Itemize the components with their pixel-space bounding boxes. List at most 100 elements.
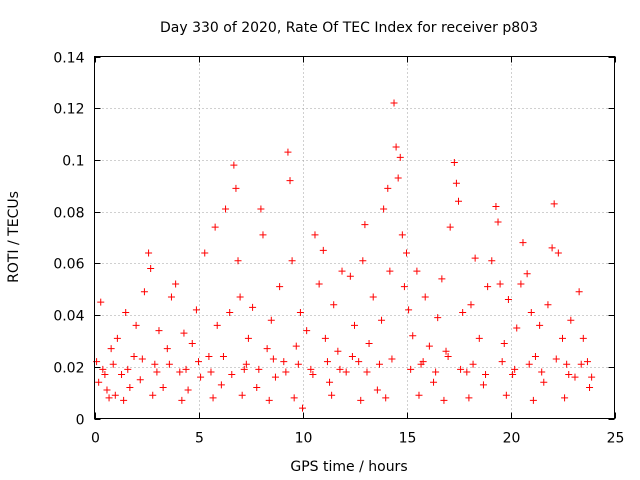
data-point	[450, 159, 458, 167]
data-point	[290, 394, 298, 402]
data-point	[163, 345, 171, 353]
data-point	[498, 358, 506, 366]
data-point	[434, 314, 442, 322]
data-point	[103, 386, 111, 394]
data-point	[140, 288, 148, 296]
data-point	[180, 329, 188, 337]
data-point	[151, 360, 159, 368]
data-point	[197, 373, 205, 381]
data-point	[255, 365, 263, 373]
data-point	[265, 396, 273, 404]
data-point	[201, 249, 209, 257]
data-point	[442, 347, 450, 355]
data-point	[559, 334, 566, 342]
data-point	[398, 231, 406, 239]
data-point	[226, 308, 234, 316]
data-point	[525, 360, 533, 368]
data-point	[430, 378, 438, 386]
data-point	[136, 376, 144, 384]
data-point	[488, 257, 496, 265]
data-point	[303, 327, 311, 335]
data-point	[126, 383, 134, 391]
data-point	[286, 177, 294, 185]
data-point	[113, 334, 121, 342]
x-tick-label: 25	[607, 431, 625, 447]
data-point	[544, 301, 552, 309]
data-point	[167, 293, 175, 301]
data-point	[159, 383, 167, 391]
data-point	[513, 324, 521, 332]
data-point	[155, 327, 163, 335]
data-point	[492, 202, 500, 210]
data-point	[500, 340, 508, 348]
data-point	[209, 394, 217, 402]
data-point	[238, 391, 246, 399]
data-point	[207, 368, 215, 376]
data-point	[280, 358, 288, 366]
data-point	[467, 301, 475, 309]
data-point	[413, 267, 421, 275]
y-tick-label: 0.14	[53, 51, 84, 67]
data-point	[240, 365, 248, 373]
data-point	[419, 358, 427, 366]
data-point	[392, 143, 400, 151]
data-point	[182, 365, 190, 373]
data-point	[388, 355, 396, 363]
data-point	[311, 231, 319, 239]
data-point	[130, 352, 138, 360]
data-point	[299, 404, 306, 412]
data-point	[132, 321, 140, 329]
data-point	[382, 394, 390, 402]
data-point	[378, 316, 386, 324]
data-point	[571, 373, 579, 381]
data-point	[552, 355, 560, 363]
data-point	[346, 272, 354, 280]
data-point	[205, 352, 213, 360]
data-point	[563, 360, 571, 368]
data-point	[118, 371, 126, 379]
data-point	[484, 283, 492, 291]
data-point	[390, 99, 398, 107]
data-point	[577, 360, 585, 368]
data-point	[586, 383, 594, 391]
data-point	[446, 223, 454, 231]
data-point	[107, 345, 115, 353]
data-point	[307, 365, 315, 373]
data-point	[457, 365, 465, 373]
x-tick-label: 5	[195, 431, 204, 447]
data-point	[213, 321, 221, 329]
data-point	[124, 365, 132, 373]
data-point	[407, 365, 415, 373]
data-point	[234, 257, 242, 265]
y-axis-label: ROTI / TECUs	[6, 191, 22, 283]
y-tick-label: 0.02	[53, 361, 84, 377]
data-point	[561, 394, 569, 402]
data-point	[105, 394, 113, 402]
data-point	[109, 360, 117, 368]
data-point	[409, 332, 417, 340]
data-point	[400, 283, 408, 291]
data-point	[405, 306, 413, 314]
data-point	[192, 306, 200, 314]
data-point	[309, 371, 317, 379]
data-point	[315, 280, 323, 288]
data-point	[334, 347, 342, 355]
data-point	[242, 360, 250, 368]
data-point	[403, 249, 410, 257]
data-point	[99, 365, 107, 373]
data-point	[351, 321, 358, 329]
data-point	[165, 360, 173, 368]
data-point	[153, 368, 161, 376]
data-point	[176, 368, 184, 376]
data-point	[583, 358, 591, 366]
data-point	[540, 378, 548, 386]
data-point	[361, 221, 369, 229]
data-point	[326, 378, 334, 386]
data-point	[138, 355, 146, 363]
data-point	[519, 239, 527, 247]
data-point	[511, 365, 519, 373]
data-point	[463, 368, 471, 376]
data-point	[172, 280, 180, 288]
data-point	[527, 308, 535, 316]
data-point	[355, 358, 363, 366]
